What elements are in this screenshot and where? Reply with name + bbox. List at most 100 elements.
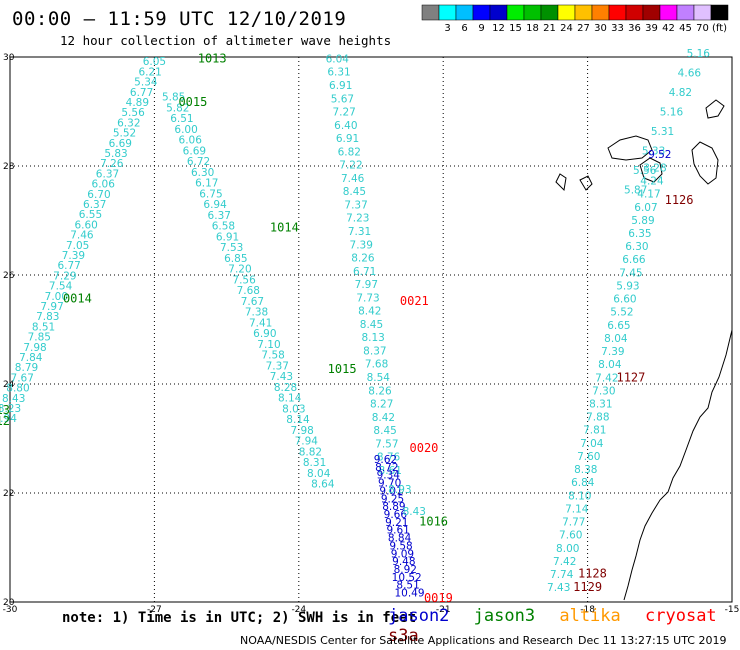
wave-height-label: 9.25	[381, 493, 404, 505]
wave-height-label: 6.65	[607, 320, 630, 332]
wave-height-label: 8.28	[274, 382, 297, 394]
wave-height-label: 10.49	[394, 588, 424, 600]
colorbar-label: 45	[679, 23, 692, 34]
wave-height-label: 8.45	[373, 425, 396, 437]
wave-height-label: 8.64	[311, 479, 335, 491]
wave-height-label: 8.80	[6, 383, 29, 395]
wave-height-label: 7.88	[586, 412, 609, 424]
wave-height-label: 8.13	[361, 332, 384, 344]
colorbar-swatch	[710, 4, 729, 21]
wave-height-label: 8.31	[589, 399, 612, 411]
wave-height-label: 5.56	[633, 165, 657, 177]
y-tick-label: 20	[3, 598, 15, 608]
wave-height-label: 7.85	[28, 332, 51, 344]
wave-height-label: 7.67	[11, 372, 34, 384]
colorbar-swatch	[438, 4, 457, 21]
x-tick-label: -27	[147, 605, 162, 615]
colorbar-label: 21	[543, 23, 556, 34]
wave-height-label: 5.52	[113, 128, 136, 140]
wave-height-label: 6.91	[216, 231, 239, 243]
wave-height-label: 6.31	[327, 67, 350, 79]
colorbar-label: 15	[509, 23, 522, 34]
wave-height-label: 5.16	[687, 48, 711, 60]
colorbar-swatch	[659, 4, 678, 21]
wave-height-label: 9.52	[648, 149, 671, 161]
x-tick-label: -18	[580, 605, 595, 615]
x-tick-label: -30	[3, 605, 18, 615]
wave-height-label: 8.42	[358, 306, 381, 318]
wave-height-label: 6.77	[130, 87, 153, 99]
pass-label: 0015	[178, 95, 207, 109]
colorbar-label: 9	[478, 23, 484, 34]
wave-height-label: 5.33	[642, 145, 665, 157]
wave-height-label: 7.38	[245, 307, 268, 319]
wave-height-label: 9.61	[386, 525, 409, 537]
colorbar-label: 30	[594, 23, 607, 34]
wave-height-label: 7.54	[49, 281, 73, 293]
wave-height-label: 6.37	[208, 210, 231, 222]
wave-height-label: 6.32	[117, 117, 140, 129]
legend-cryosat: cryosat	[645, 606, 717, 626]
wave-height-label: 7.30	[592, 385, 615, 397]
island-gomera	[579, 175, 593, 191]
wave-height-label: 5.83	[104, 148, 127, 160]
island-gran-canaria	[639, 157, 663, 183]
wave-height-label: 6.35	[628, 228, 651, 240]
wave-height-label: 10.52	[392, 572, 422, 584]
note-text: note: 1) Time is in UTC; 2) SWH is in fe…	[62, 610, 417, 626]
pass-label: 1127	[616, 370, 645, 384]
wave-height-label: 7.39	[601, 346, 624, 358]
wave-height-label: 7.45	[619, 267, 642, 279]
colorbar-label: 18	[526, 23, 539, 34]
wave-height-label: 8.00	[556, 543, 579, 555]
legend-altika: altika	[559, 606, 621, 626]
wave-height-label: 8.89	[382, 501, 405, 513]
colorbar-swatch	[540, 4, 559, 21]
wave-height-label: 8.43	[2, 393, 25, 405]
wave-height-label: 8.82	[299, 446, 322, 458]
plot-frame	[9, 56, 733, 603]
colorbar-swatch	[557, 4, 576, 21]
wave-height-label: 7.20	[228, 264, 251, 276]
wave-height-label: 7.29	[53, 270, 76, 282]
wave-height-label: 5.87	[624, 184, 647, 196]
wave-height-label: 7.53	[220, 242, 243, 254]
colorbar-label: 6	[461, 23, 467, 34]
wave-height-label: 7.10	[257, 339, 280, 351]
x-tick-label: -15	[725, 605, 740, 615]
wave-height-label: 6.77	[57, 260, 80, 272]
wave-height-label: 6.21	[138, 66, 161, 78]
wave-height-label: 7.98	[290, 425, 313, 437]
wave-height-label: 7.77	[562, 517, 585, 529]
wave-height-label: 7.56	[232, 274, 256, 286]
wave-height-label: 6.17	[195, 178, 218, 190]
colorbar-swatch	[523, 4, 542, 21]
wave-height-label: 8.03	[282, 403, 305, 415]
wave-height-label: 8.04	[307, 468, 331, 480]
wave-height-label: 7.97	[40, 301, 63, 313]
wave-height-label: 8.93	[388, 484, 411, 496]
wave-height-label: 7.73	[356, 292, 379, 304]
wave-height-label: 4.17	[637, 189, 660, 201]
wave-height-label: 8.92	[394, 564, 417, 576]
pass-label: 0021	[400, 294, 429, 308]
wave-height-label: 8.54	[367, 372, 391, 384]
pass-label: 1014	[270, 220, 299, 234]
wave-height-label: 7.67	[241, 296, 264, 308]
wave-height-label: 7.74	[550, 569, 574, 581]
legend-jason2: jason2	[388, 606, 450, 626]
wave-height-label: 8.14	[286, 414, 310, 426]
wave-height-label: 7.39	[350, 239, 373, 251]
wave-height-label: 7.94	[295, 436, 319, 448]
wave-height-label: 7.41	[249, 317, 272, 329]
wave-height-label: 8.26	[368, 385, 392, 397]
pass-label: 1129	[573, 580, 602, 594]
wave-height-label: 5.89	[631, 215, 654, 227]
pass-label: 1013	[198, 51, 227, 65]
colorbar-swatch	[591, 4, 610, 21]
y-tick-label: 22	[3, 489, 14, 499]
wave-height-label: 7.60	[577, 451, 600, 463]
colorbar-label: 70	[696, 23, 709, 34]
wave-height-label: 6.40	[334, 120, 357, 132]
